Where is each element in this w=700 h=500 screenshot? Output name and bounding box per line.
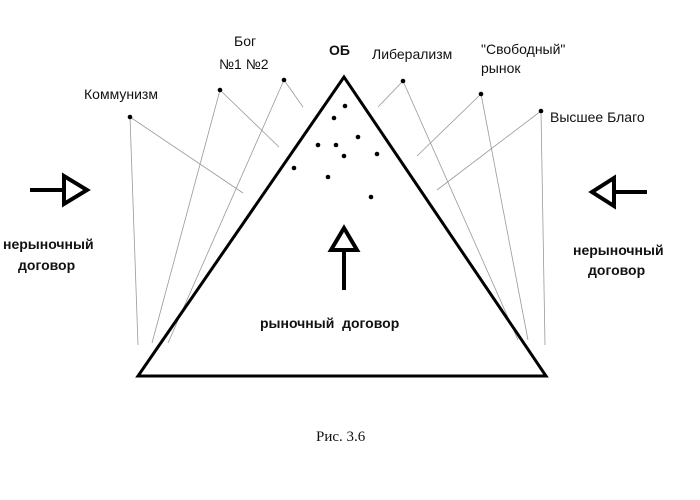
label-god-line2: №1 №2 xyxy=(219,56,269,72)
label-free-market-line2: рынок xyxy=(481,60,521,76)
leader-line xyxy=(402,80,519,341)
label-nonmarket-left-line1: нерыночный xyxy=(3,236,94,252)
arrow-left-icon xyxy=(588,174,647,210)
label-free-market-line1: "Свободный" xyxy=(481,41,566,57)
leader-line xyxy=(480,93,529,341)
dot xyxy=(341,153,347,159)
label-communism: Коммунизм xyxy=(84,86,158,102)
label-god-line1: Бог xyxy=(234,33,257,49)
dot xyxy=(333,142,339,148)
leader-line xyxy=(219,89,280,148)
dot xyxy=(325,174,331,180)
arrow-right-icon xyxy=(30,172,91,208)
label-nonmarket-right-line2: договор xyxy=(588,262,646,278)
leader-line xyxy=(129,116,244,194)
label-nonmarket-left-line2: договор xyxy=(18,257,76,273)
label-highest-good: Высшее Благо xyxy=(550,109,645,125)
leader-line xyxy=(540,110,546,346)
points xyxy=(127,77,544,200)
leader-line xyxy=(377,80,404,108)
leader-line xyxy=(151,89,221,344)
dot xyxy=(217,87,223,93)
dot xyxy=(374,151,380,157)
dot xyxy=(291,165,297,171)
dot xyxy=(342,103,348,109)
leader-line xyxy=(416,93,482,157)
dot xyxy=(315,142,321,148)
label-ob: ОБ xyxy=(329,42,350,58)
label-market-contract: рыночный договор xyxy=(260,315,400,331)
dot xyxy=(331,115,337,121)
figure-caption: Рис. 3.6 xyxy=(316,429,366,445)
leader-lines xyxy=(129,79,546,346)
leader-line xyxy=(436,110,542,191)
dot xyxy=(538,108,544,114)
dot xyxy=(355,134,361,140)
dot xyxy=(127,114,133,120)
leader-line xyxy=(129,116,139,346)
dot xyxy=(281,77,287,83)
leader-line xyxy=(283,79,304,108)
dot xyxy=(400,78,406,84)
arrow-up-icon xyxy=(327,224,361,290)
label-nonmarket-right-line1: нерыночный xyxy=(573,242,664,258)
dot xyxy=(368,194,374,200)
label-liberalism: Либерализм xyxy=(372,46,453,62)
dot xyxy=(478,91,484,97)
leader-line xyxy=(167,79,285,344)
pyramid-triangle xyxy=(135,74,549,378)
